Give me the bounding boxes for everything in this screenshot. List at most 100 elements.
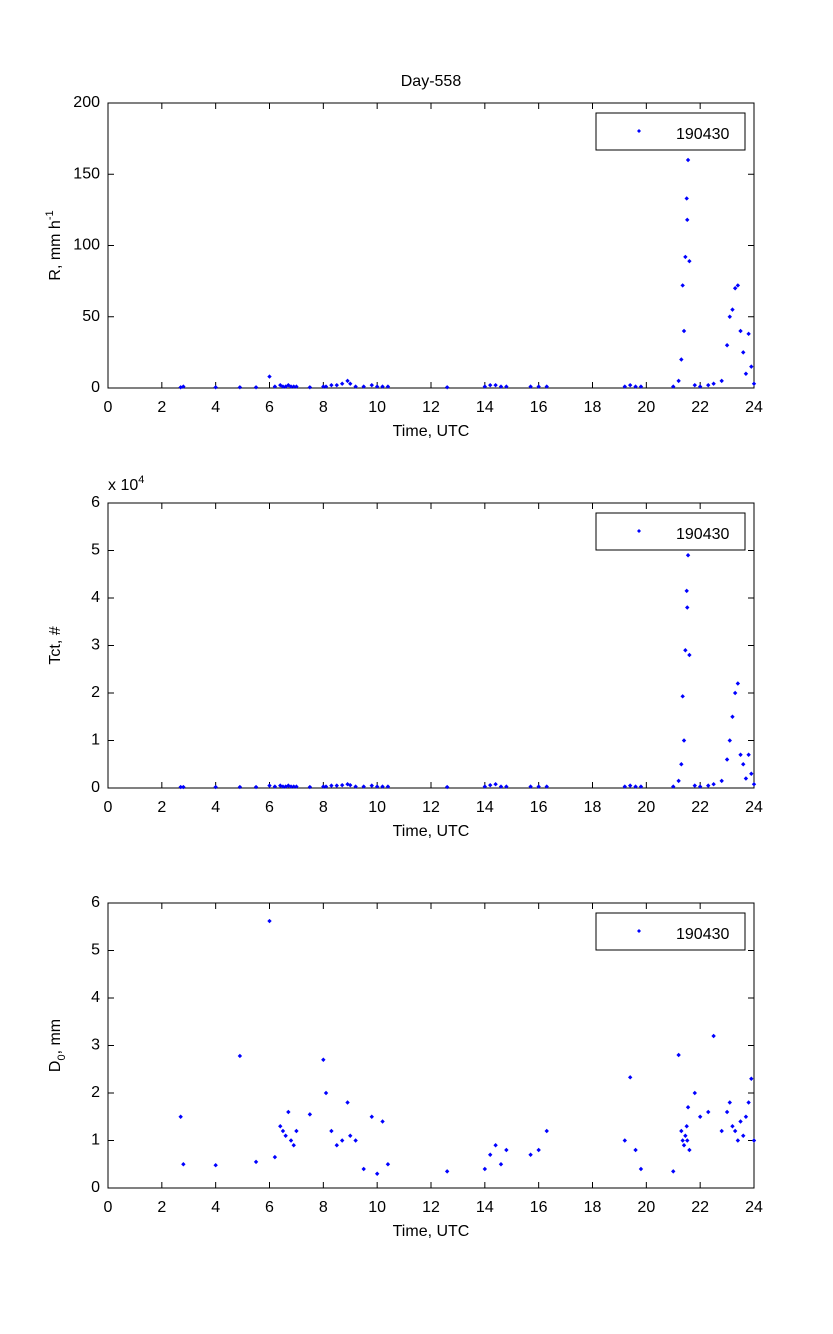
point (294, 384, 299, 389)
x-tick-label: 4 (211, 1199, 220, 1216)
point (735, 283, 741, 288)
point (544, 384, 549, 389)
point (329, 783, 334, 788)
point (711, 381, 716, 386)
point (498, 1162, 504, 1167)
point (339, 381, 345, 386)
x-tick-label: 10 (368, 1199, 386, 1216)
legend-marker (637, 929, 641, 933)
point (380, 1119, 385, 1124)
point (746, 752, 751, 757)
point (307, 784, 313, 790)
y-tick-label: 0 (91, 1179, 100, 1196)
point (181, 784, 186, 790)
point (719, 778, 724, 784)
x-tick-label: 10 (368, 799, 386, 816)
y-tick-label: 5 (91, 542, 100, 559)
point (730, 1124, 735, 1129)
point (361, 384, 366, 389)
point (213, 385, 218, 390)
point (685, 553, 691, 558)
x-tick-label: 0 (104, 799, 113, 816)
y-tick-label: 100 (73, 237, 100, 254)
y-tick-label: 1 (91, 732, 100, 749)
point (727, 738, 732, 743)
point (544, 784, 549, 789)
point (622, 1138, 627, 1143)
x-tick-label: 8 (319, 799, 328, 816)
point (738, 1119, 743, 1124)
point (685, 1105, 691, 1110)
point (323, 384, 329, 389)
y-tick-label: 50 (82, 308, 100, 325)
point (685, 605, 690, 610)
point (727, 314, 732, 319)
point (724, 343, 730, 348)
y-tick-label: 2 (91, 1084, 100, 1101)
point (504, 384, 509, 389)
point (498, 384, 504, 389)
x-tick-label: 20 (637, 1199, 655, 1216)
x-tick-label: 8 (319, 399, 328, 416)
point (267, 783, 272, 788)
point (706, 783, 711, 788)
point (348, 1133, 353, 1138)
x-tick-label: 2 (157, 1199, 166, 1216)
point (671, 1169, 676, 1174)
point (345, 782, 350, 787)
point (334, 1143, 339, 1148)
point (633, 384, 638, 389)
point (385, 384, 391, 389)
point (267, 374, 272, 379)
point (444, 784, 450, 790)
x-tick-label: 6 (265, 399, 274, 416)
point (339, 1138, 345, 1143)
point (178, 784, 183, 790)
point (732, 286, 738, 291)
point (633, 1147, 638, 1153)
point (283, 1133, 288, 1138)
point (385, 784, 391, 789)
point (237, 1053, 243, 1059)
point (482, 784, 488, 789)
point (280, 384, 286, 389)
point (348, 381, 353, 386)
label-part: Tct, # (47, 626, 64, 664)
point (680, 694, 685, 699)
point (361, 1166, 366, 1172)
point (528, 384, 533, 389)
point (735, 681, 741, 686)
point (680, 1138, 685, 1143)
point (679, 357, 684, 362)
point (307, 1112, 313, 1117)
point (321, 784, 326, 789)
x-tick-label: 0 (104, 1199, 113, 1216)
point (307, 385, 313, 390)
x-axis-label: Time, UTC (393, 823, 470, 840)
label-part: R, mm h (47, 220, 64, 280)
point (374, 384, 380, 389)
point (692, 783, 697, 788)
point (724, 1109, 730, 1115)
point (676, 1052, 681, 1058)
point (272, 1154, 278, 1160)
point (735, 1138, 741, 1143)
legend-box (595, 912, 746, 951)
point (687, 258, 692, 264)
point (253, 784, 259, 790)
point (488, 782, 493, 788)
point (685, 217, 690, 223)
point (684, 588, 689, 594)
point (692, 1090, 697, 1096)
point (493, 382, 498, 388)
x-tick-label: 22 (691, 1199, 709, 1216)
legend-marker (637, 529, 641, 533)
point (339, 782, 345, 788)
point (493, 1143, 498, 1148)
point (683, 254, 688, 260)
point (528, 784, 533, 789)
point (288, 784, 294, 789)
point (738, 328, 743, 334)
point (374, 784, 380, 789)
x-tick-label: 14 (476, 1199, 494, 1216)
